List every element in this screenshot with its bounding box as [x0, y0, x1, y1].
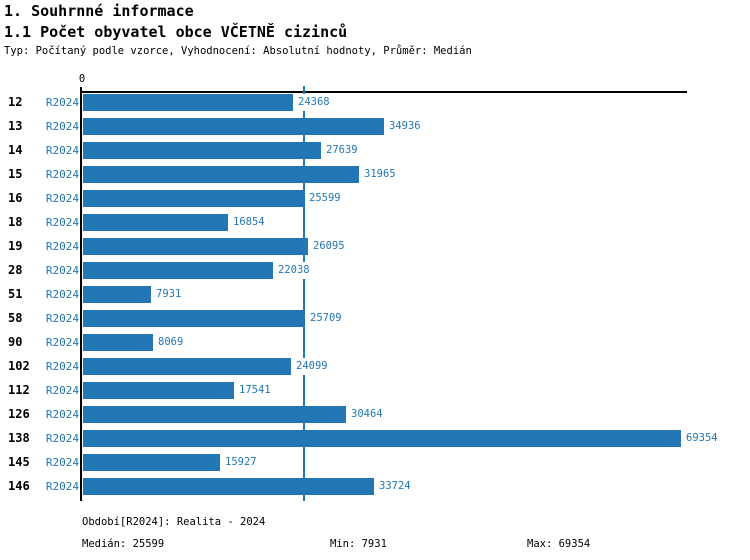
- bar: [83, 94, 293, 111]
- bar-value-label: 22038: [277, 262, 311, 279]
- bar-value-label: 27639: [325, 142, 359, 159]
- bar-value-label: 8069: [157, 334, 185, 351]
- footer-min: Min: 7931: [330, 538, 387, 550]
- bar-value-label: 25709: [309, 310, 343, 327]
- bar: [83, 118, 384, 135]
- row-category-label: 90: [8, 335, 23, 349]
- bar: [83, 454, 220, 471]
- row-series-label: R2024: [45, 96, 79, 109]
- bar-value-label: 26095: [312, 238, 346, 255]
- row-series-label: R2024: [45, 384, 79, 397]
- report-title: 1. Souhrnné informace: [4, 2, 194, 20]
- bar: [83, 430, 681, 447]
- row-category-label: 145: [8, 455, 30, 469]
- row-series-label: R2024: [45, 456, 79, 469]
- bar: [83, 382, 234, 399]
- bar: [83, 334, 153, 351]
- row-series-label: R2024: [45, 168, 79, 181]
- row-series-label: R2024: [45, 288, 79, 301]
- bar: [83, 406, 346, 423]
- bar-value-label: 17541: [238, 382, 272, 399]
- row-series-label: R2024: [45, 216, 79, 229]
- row-series-label: R2024: [45, 432, 79, 445]
- row-series-label: R2024: [45, 480, 79, 493]
- bar-value-label: 30464: [350, 406, 384, 423]
- bar: [83, 166, 359, 183]
- footer-period: Období[R2024]: Realita - 2024: [82, 516, 266, 528]
- bar: [83, 478, 374, 495]
- section-title: 1.1 Počet obyvatel obce VČETNĚ cizinců: [4, 23, 348, 41]
- row-series-label: R2024: [45, 144, 79, 157]
- row-series-label: R2024: [45, 264, 79, 277]
- row-category-label: 146: [8, 479, 30, 493]
- row-series-label: R2024: [45, 360, 79, 373]
- bar: [83, 142, 321, 159]
- bar-value-label: 15927: [224, 454, 258, 471]
- bar-value-label: 16854: [232, 214, 266, 231]
- row-category-label: 102: [8, 359, 30, 373]
- bar-value-label: 7931: [155, 286, 183, 303]
- row-category-label: 126: [8, 407, 30, 421]
- row-series-label: R2024: [45, 240, 79, 253]
- footer-median: Medián: 25599: [82, 538, 165, 550]
- row-category-label: 58: [8, 311, 23, 325]
- bar: [83, 190, 304, 207]
- bar-value-label: 69354: [685, 430, 719, 447]
- bar-value-label: 24099: [295, 358, 329, 375]
- row-category-label: 112: [8, 383, 30, 397]
- bar-value-label: 34936: [388, 118, 422, 135]
- row-category-label: 16: [8, 191, 23, 205]
- x-axis-tick-label: 0: [78, 73, 86, 85]
- row-category-label: 28: [8, 263, 23, 277]
- row-category-label: 138: [8, 431, 30, 445]
- bar-value-label: 31965: [363, 166, 397, 183]
- row-series-label: R2024: [45, 408, 79, 421]
- row-category-label: 14: [8, 143, 23, 157]
- bar: [83, 214, 228, 231]
- y-axis-line: [80, 87, 82, 501]
- row-series-label: R2024: [45, 312, 79, 325]
- row-category-label: 19: [8, 239, 23, 253]
- bar: [83, 262, 273, 279]
- bar: [83, 310, 305, 327]
- row-category-label: 15: [8, 167, 23, 181]
- footer-max: Max: 69354: [527, 538, 591, 550]
- row-category-label: 18: [8, 215, 23, 229]
- bar-value-label: 25599: [308, 190, 342, 207]
- bar: [83, 238, 308, 255]
- bar-value-label: 33724: [378, 478, 412, 495]
- bar: [83, 358, 291, 375]
- row-category-label: 13: [8, 119, 23, 133]
- x-axis-line: [81, 91, 687, 93]
- row-category-label: 51: [8, 287, 23, 301]
- row-series-label: R2024: [45, 336, 79, 349]
- row-category-label: 12: [8, 95, 23, 109]
- median-line: [303, 86, 305, 501]
- row-series-label: R2024: [45, 192, 79, 205]
- bar-value-label: 24368: [297, 94, 331, 111]
- chart-meta-line: Typ: Počítaný podle vzorce, Vyhodnocení:…: [4, 45, 472, 57]
- bar: [83, 286, 151, 303]
- row-series-label: R2024: [45, 120, 79, 133]
